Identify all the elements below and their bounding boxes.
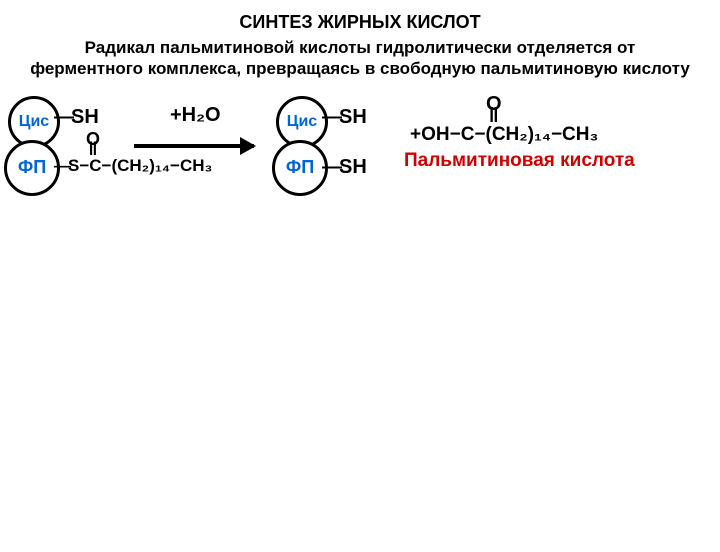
carbonyl-product: O‖ bbox=[486, 98, 502, 122]
cis-sh-right: —SH bbox=[322, 106, 367, 129]
water-label: +H₂O bbox=[170, 104, 221, 127]
page-title: СИНТЕЗ ЖИРНЫХ КИСЛОТ bbox=[0, 12, 720, 33]
cis-label: Цис bbox=[287, 113, 317, 131]
fp-chain-left: —S−C−(CH₂)₁₄−CH₃ bbox=[54, 156, 212, 176]
fp-circle-right: ФП bbox=[272, 140, 328, 196]
product-name: Пальмитиновая кислота bbox=[404, 150, 635, 172]
reaction-diagram: Цис ФП —SH O‖ —S−C−(CH₂)₁₄−CH₃ +H₂O Цис … bbox=[0, 88, 720, 288]
page-subtitle: Радикал пальмитиновой кислоты гидролитич… bbox=[30, 37, 690, 80]
cis-label: Цис bbox=[19, 113, 49, 131]
fp-label: ФП bbox=[286, 157, 314, 178]
reaction-arrow bbox=[134, 144, 254, 148]
cis-sh-left: —SH bbox=[54, 106, 99, 129]
fp-sh-right: —SH bbox=[322, 156, 367, 179]
product-formula: +OH−C−(CH₂)₁₄−CH₃ bbox=[410, 124, 598, 146]
fp-label: ФП bbox=[18, 157, 46, 178]
carbonyl-left: O‖ bbox=[86, 134, 100, 156]
fp-circle-left: ФП bbox=[4, 140, 60, 196]
